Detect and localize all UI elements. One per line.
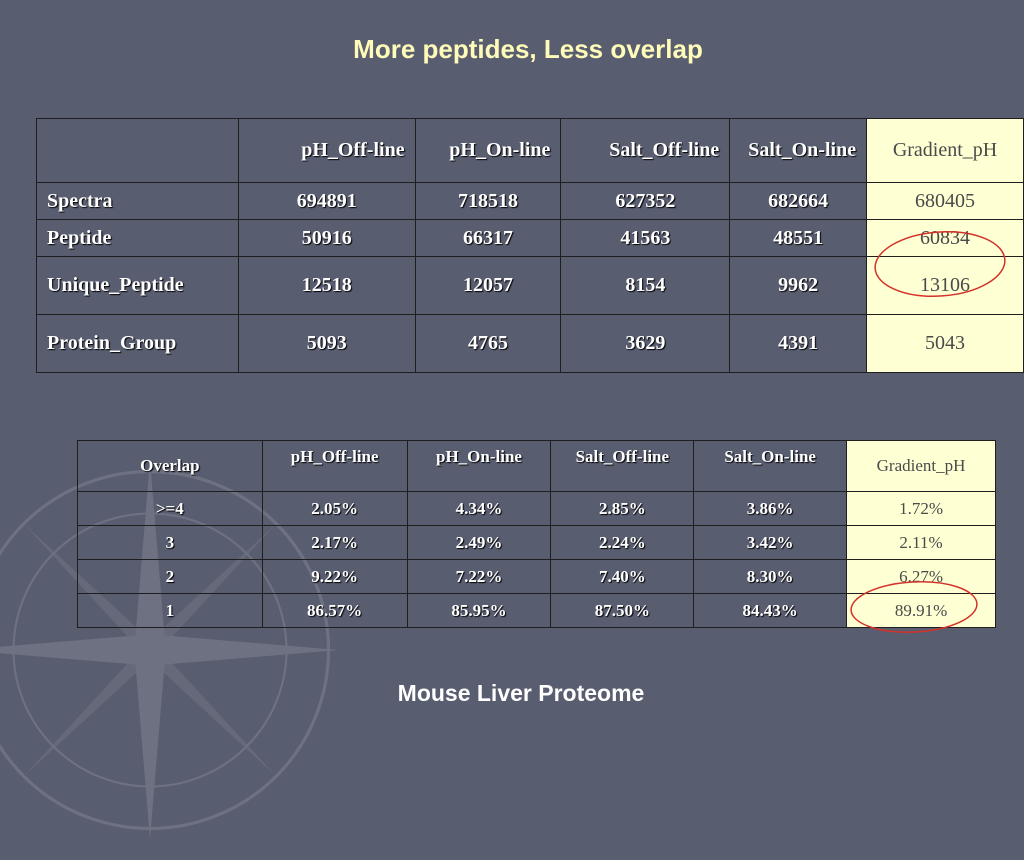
overlap-table: Overlap pH_Off-line pH_On-line Salt_Off-… (77, 440, 996, 628)
table-header-row: pH_Off-line pH_On-line Salt_Off-line Sal… (36, 118, 1024, 183)
table-cell: 718518 (414, 182, 562, 220)
table-cell: 87.50% (550, 593, 695, 628)
header-cell: Salt_Off-line (560, 118, 731, 183)
table-cell: 4.34% (406, 491, 552, 526)
header-cell-gradient: Gradient_pH (846, 440, 996, 492)
table-cell-gradient: 680405 (866, 182, 1024, 220)
table-row: Peptide 50916 66317 41563 48551 60834 (36, 219, 1024, 257)
row-label: 3 (77, 525, 263, 560)
table-cell: 682664 (729, 182, 868, 220)
table-cell-gradient: 60834 (866, 219, 1024, 257)
row-label: Protein_Group (36, 314, 239, 373)
header-cell-gradient: Gradient_pH (866, 118, 1024, 183)
table-cell: 41563 (560, 219, 731, 257)
table-cell: 2.05% (261, 491, 408, 526)
table-cell: 694891 (237, 182, 416, 220)
table-cell: 5093 (237, 314, 416, 373)
header-cell: Overlap (77, 440, 263, 492)
table-cell-gradient: 5043 (866, 314, 1024, 373)
table-cell: 12518 (237, 256, 416, 315)
table-cell: 4391 (729, 314, 868, 373)
table-cell: 85.95% (406, 593, 552, 628)
row-label: 1 (77, 593, 263, 628)
row-label: Peptide (36, 219, 239, 257)
row-label: Spectra (36, 182, 239, 220)
table-cell: 8.30% (693, 559, 848, 594)
table-row: 1 86.57% 85.95% 87.50% 84.43% 89.91% (77, 593, 996, 628)
table-cell: 3.42% (693, 525, 848, 560)
table-cell: 3629 (560, 314, 731, 373)
table-row: Unique_Peptide 12518 12057 8154 9962 131… (36, 256, 1024, 315)
slide-title: More peptides, Less overlap (353, 34, 703, 64)
table-cell: 627352 (560, 182, 731, 220)
table-cell: 9.22% (261, 559, 408, 594)
table-header-row: Overlap pH_Off-line pH_On-line Salt_Off-… (77, 440, 996, 492)
header-cell: pH_Off-line (261, 440, 408, 492)
table-cell-gradient: 6.27% (846, 559, 996, 594)
table-cell: 2.24% (550, 525, 695, 560)
header-cell: pH_On-line (414, 118, 562, 183)
header-cell (36, 118, 239, 183)
counts-table: pH_Off-line pH_On-line Salt_Off-line Sal… (36, 118, 1024, 373)
header-cell: pH_Off-line (237, 118, 416, 183)
table-cell: 86.57% (261, 593, 408, 628)
table-cell: 50916 (237, 219, 416, 257)
slide-footer: Mouse Liver Proteome (397, 680, 645, 706)
table-cell: 2.49% (406, 525, 552, 560)
table-cell: 9962 (729, 256, 868, 315)
table-cell: 7.40% (550, 559, 695, 594)
table-row: >=4 2.05% 4.34% 2.85% 3.86% 1.72% (77, 491, 996, 526)
table-cell: 3.86% (693, 491, 848, 526)
table-cell: 66317 (414, 219, 562, 257)
table-row: Protein_Group 5093 4765 3629 4391 5043 (36, 314, 1024, 373)
table-cell: 8154 (560, 256, 731, 315)
row-label: 2 (77, 559, 263, 594)
table-cell-gradient: 89.91% (846, 593, 996, 628)
header-cell: Salt_On-line (729, 118, 868, 183)
table-cell: 84.43% (693, 593, 848, 628)
table-cell-gradient: 2.11% (846, 525, 996, 560)
table-row: 2 9.22% 7.22% 7.40% 8.30% 6.27% (77, 559, 996, 594)
row-label: >=4 (77, 491, 263, 526)
table-cell: 2.17% (261, 525, 408, 560)
header-cell: Salt_Off-line (550, 440, 695, 492)
table-row: 3 2.17% 2.49% 2.24% 3.42% 2.11% (77, 525, 996, 560)
table-cell: 48551 (729, 219, 868, 257)
header-cell: Salt_On-line (693, 440, 848, 492)
table-cell-gradient: 13106 (866, 256, 1024, 315)
header-cell: pH_On-line (406, 440, 552, 492)
table-cell: 2.85% (550, 491, 695, 526)
table-cell-gradient: 1.72% (846, 491, 996, 526)
table-cell: 4765 (414, 314, 562, 373)
table-row: Spectra 694891 718518 627352 682664 6804… (36, 182, 1024, 220)
table-cell: 12057 (414, 256, 562, 315)
row-label: Unique_Peptide (36, 256, 239, 315)
table-cell: 7.22% (406, 559, 552, 594)
